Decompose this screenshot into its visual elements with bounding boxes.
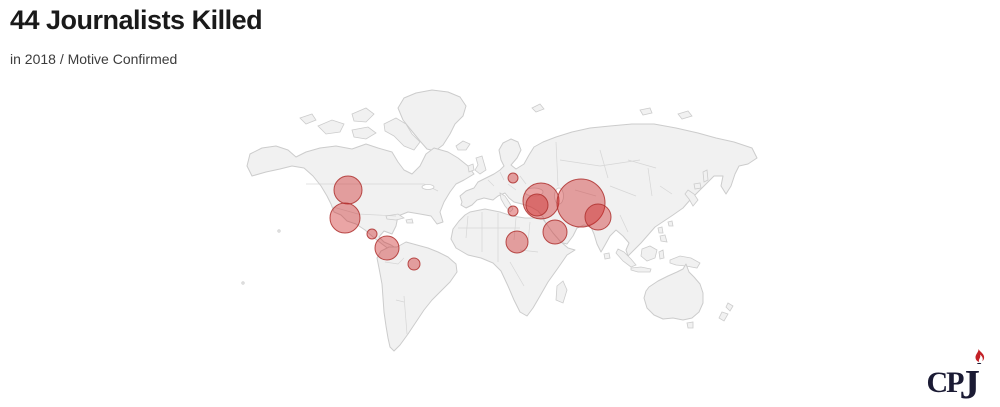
arctic-islets xyxy=(531,103,693,120)
indonesia xyxy=(615,245,701,273)
iceland xyxy=(455,140,471,151)
arctic-islands xyxy=(299,107,421,151)
map-bubble[interactable] xyxy=(374,235,400,261)
caribbean-islands xyxy=(385,213,414,224)
cpj-logo[interactable]: CPJ xyxy=(926,349,985,405)
map-bubble[interactable] xyxy=(584,203,612,231)
continents xyxy=(246,89,758,352)
map-bubble[interactable] xyxy=(525,193,549,217)
bubble-layer xyxy=(329,172,612,271)
map-bubble[interactable] xyxy=(329,202,361,234)
map-bubble[interactable] xyxy=(366,228,378,240)
cpj-logo-text-j: J xyxy=(959,361,981,407)
map-bubble[interactable] xyxy=(505,230,529,254)
landmass-eurasia xyxy=(459,123,758,257)
map-bubble[interactable] xyxy=(407,257,421,271)
japan xyxy=(684,169,709,207)
flame-icon xyxy=(975,349,985,364)
chart-title: 44 Journalists Killed xyxy=(10,5,263,35)
landmass-greenland xyxy=(397,89,467,152)
sri-lanka xyxy=(603,252,611,260)
map-bubble[interactable] xyxy=(542,219,568,245)
map-bubble[interactable] xyxy=(556,178,606,228)
chart-subtitle: in 2018 / Motive Confirmed xyxy=(10,51,178,68)
map-bubble[interactable] xyxy=(507,205,519,217)
tasmania-new-zealand xyxy=(686,302,734,329)
landmass-australia xyxy=(643,263,704,321)
landmass-south-america xyxy=(376,241,458,352)
map-bubble[interactable] xyxy=(333,175,363,205)
cpj-logo-text-cp: CP xyxy=(926,366,965,399)
madagascar xyxy=(555,280,568,304)
chart-header: 44 Journalists Killed in 2018 / Motive C… xyxy=(10,4,263,68)
map-bubble[interactable] xyxy=(522,182,560,220)
british-isles xyxy=(467,155,487,175)
taiwan-philippines xyxy=(657,220,674,243)
map-bubble[interactable] xyxy=(507,172,519,184)
